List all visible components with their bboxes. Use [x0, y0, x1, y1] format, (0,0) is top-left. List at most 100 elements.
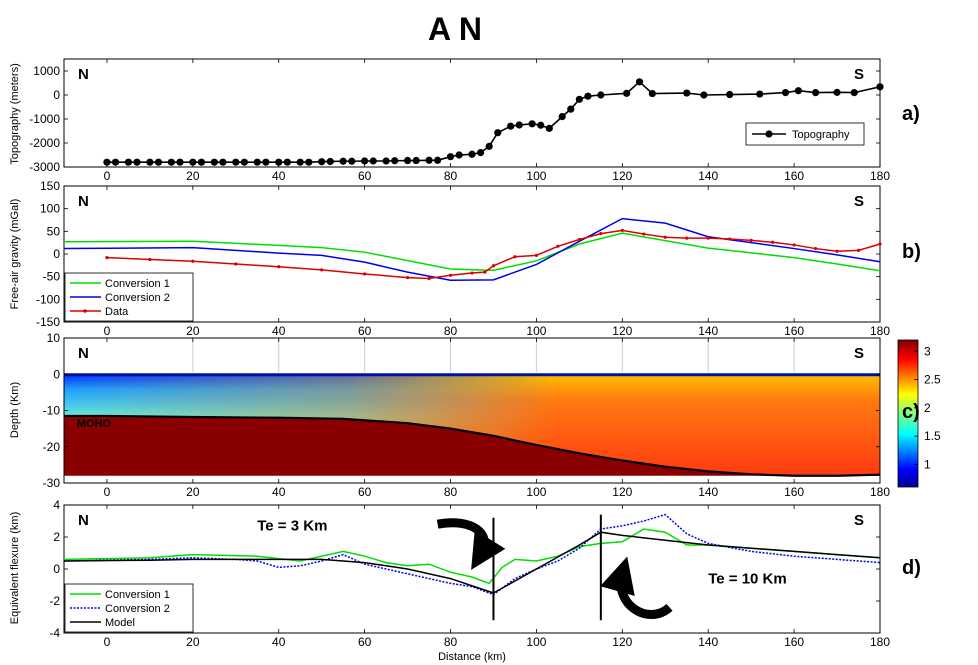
series-line-2 — [63, 217, 881, 282]
data-point — [232, 158, 240, 166]
legend-box — [64, 583, 194, 633]
data-point — [219, 158, 227, 166]
data-point — [507, 122, 515, 130]
legend-box — [745, 122, 865, 146]
corner-label-south: S — [854, 193, 864, 210]
data-point — [700, 91, 708, 99]
x-tick-label: 0 — [104, 485, 111, 499]
x-tick-label: 160 — [784, 635, 804, 649]
corner-label-south: S — [854, 66, 864, 83]
y-tick-label: -2000 — [29, 136, 60, 150]
data-point — [320, 268, 324, 272]
data-point — [103, 158, 111, 166]
data-point — [706, 236, 710, 240]
data-point — [412, 156, 420, 165]
data-point — [620, 228, 624, 233]
data-point — [253, 158, 261, 166]
panel-letter: d) — [902, 557, 921, 579]
x-tick-label: 0 — [104, 169, 111, 183]
x-tick-label: 20 — [186, 635, 200, 649]
y-axis-label: Free-air gravity (mGal) — [9, 199, 21, 310]
x-tick-label: 160 — [784, 169, 804, 183]
data-point — [446, 153, 455, 161]
data-point — [275, 158, 283, 166]
data-point — [339, 157, 347, 165]
data-point — [146, 158, 154, 166]
data-point — [111, 158, 120, 166]
x-tick-label: 60 — [358, 169, 372, 183]
x-tick-label: 160 — [784, 324, 804, 338]
x-tick-label: 60 — [358, 324, 372, 338]
legend-entry: Conversion 1 — [105, 589, 170, 601]
data-point — [781, 89, 790, 97]
x-tick-label: 120 — [612, 324, 632, 338]
heatmap-field: MOHO — [64, 338, 881, 477]
data-point — [558, 113, 566, 121]
corner-label-north: N — [78, 512, 89, 529]
legend-entry: Conversion 2 — [105, 603, 170, 615]
corner-label-north: N — [78, 193, 89, 210]
data-point — [813, 246, 818, 251]
data-point — [283, 158, 291, 166]
panel-letter: c) — [902, 401, 920, 423]
data-point — [210, 158, 218, 166]
data-point — [811, 89, 820, 97]
data-point — [683, 89, 691, 97]
data-point — [191, 259, 195, 263]
data-point — [485, 142, 493, 150]
data-point — [124, 158, 133, 166]
legend-entry: Data — [105, 306, 129, 318]
panel-b: 0 20 40 60 80 100 120 140 160 180 -150 -100 -50 0 50 10… — [9, 179, 921, 338]
data-point — [434, 156, 442, 164]
x-tick-label: 120 — [612, 485, 632, 499]
data-point — [483, 270, 487, 274]
y-tick-label: 10 — [47, 331, 61, 345]
data-point — [494, 129, 502, 137]
data-point — [856, 248, 861, 252]
annotation-te-10: Te = 10 Km — [708, 570, 787, 587]
colorbar — [897, 339, 919, 488]
data-point — [391, 157, 399, 165]
data-point — [476, 149, 485, 157]
x-tick-label: 80 — [444, 324, 458, 338]
y-tick-label: 0 — [53, 562, 60, 576]
data-point — [305, 158, 313, 166]
axes-frame — [63, 58, 881, 168]
legend-marker — [765, 130, 773, 138]
corner-label-north: N — [78, 345, 89, 362]
data-point — [623, 89, 631, 97]
data-point — [361, 157, 369, 165]
data-point — [513, 255, 517, 259]
y-axis-label: Depth (Km) — [9, 382, 21, 438]
data-point — [148, 257, 152, 262]
data-point — [642, 232, 646, 236]
corner-label-south: S — [854, 512, 864, 529]
legend-entry: Model — [105, 617, 135, 629]
legend-entry: Topography — [792, 129, 850, 141]
y-tick-label: -20 — [43, 440, 61, 454]
x-tick-label: 180 — [870, 324, 890, 338]
data-point — [575, 95, 583, 103]
y-tick-label: 2 — [53, 530, 60, 544]
data-point — [105, 256, 109, 260]
data-point — [597, 91, 605, 99]
data-point — [577, 237, 581, 242]
series-line-1 — [63, 528, 881, 585]
x-tick-label: 60 — [358, 635, 372, 649]
series-line-1 — [106, 80, 881, 163]
arrow-down-icon — [436, 518, 506, 570]
data-point — [599, 232, 603, 236]
data-point — [794, 87, 803, 95]
legend-entry: Conversion 2 — [105, 292, 170, 304]
data-point — [491, 264, 496, 268]
data-point — [403, 156, 412, 165]
data-point — [878, 242, 882, 246]
data-point — [635, 78, 644, 86]
data-point — [835, 249, 839, 253]
y-tick-label: -4 — [49, 626, 60, 640]
data-point — [154, 158, 163, 166]
data-point — [277, 265, 281, 269]
corner-label-south: S — [854, 345, 864, 362]
panel-a: 0 20 40 60 80 100 120 140 160 180 -3000 -2000 -1000 0… — [9, 58, 920, 183]
data-point — [515, 121, 523, 129]
